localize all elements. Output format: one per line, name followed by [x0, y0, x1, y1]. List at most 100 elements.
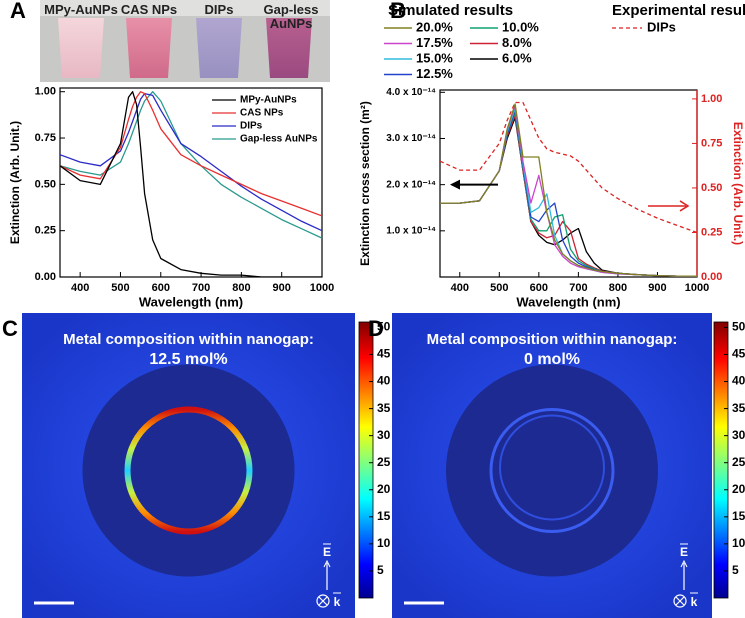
polarization-label: E — [680, 545, 688, 559]
x-tick-label: 500 — [490, 282, 508, 294]
x-tick-label: 1000 — [685, 282, 709, 294]
x-tick-label: 600 — [152, 282, 170, 294]
panel-label: D — [368, 316, 384, 341]
colorbar-tick-label: 30 — [377, 428, 391, 442]
legend-label: 17.5% — [416, 35, 453, 50]
y2-axis-title: Extinction (Arb. Unit.) — [731, 122, 745, 245]
map-subtitle: 0 mol% — [524, 351, 580, 368]
legend-label: 6.0% — [502, 50, 532, 65]
colorbar-tick-label: 5 — [732, 563, 739, 577]
x-tick-label: 400 — [71, 282, 89, 294]
series-line — [440, 105, 697, 277]
vial — [196, 18, 242, 78]
photo-label: CAS NPs — [120, 2, 178, 17]
k-symbol-cross — [675, 596, 685, 606]
y-tick-label: 0.50 — [35, 178, 56, 190]
wavevector-label: k — [334, 595, 341, 609]
colorbar — [713, 321, 729, 599]
colorbar-tick-label: 40 — [377, 374, 391, 388]
gap-field — [489, 408, 615, 533]
y-tick-label: 2.0 x 10⁻¹⁴ — [386, 179, 436, 190]
plot-frame — [439, 89, 698, 278]
x-tick-label: 700 — [569, 282, 587, 294]
legend-label: 10.0% — [502, 19, 539, 34]
colorbar-tick-label: 10 — [377, 536, 391, 550]
photo-label: Gap-less AuNPs — [263, 2, 319, 31]
x-tick-label: 800 — [609, 282, 627, 294]
series-line — [60, 92, 322, 232]
x-tick-label: 500 — [111, 282, 129, 294]
polarization-label: E — [323, 545, 331, 559]
photo-highlight — [40, 0, 330, 16]
y-tick-label: 3.0 x 10⁻¹⁴ — [386, 133, 436, 144]
y-tick-label: 1.00 — [35, 86, 56, 98]
colorbar-tick-label: 25 — [377, 455, 391, 469]
legend-title: Simulated results — [388, 2, 513, 19]
y-tick-label: 4.0 x 10⁻¹⁴ — [386, 87, 436, 98]
y2-tick-label: 0.25 — [701, 226, 722, 238]
x-tick-label: 600 — [530, 282, 548, 294]
colorbar-tick-label: 25 — [732, 455, 745, 469]
x-tick-label: 1000 — [310, 282, 334, 294]
x-tick-label: 400 — [451, 282, 469, 294]
colorbar-tick-label: 10 — [732, 536, 745, 550]
x-tick-label: 900 — [273, 282, 291, 294]
gap-field — [124, 406, 253, 535]
legend-label: 20.0% — [416, 19, 453, 34]
map-subtitle: 12.5 mol% — [149, 351, 227, 368]
nanoshell — [446, 364, 658, 577]
series-line — [440, 103, 697, 277]
legend-label: 8.0% — [502, 35, 532, 50]
colorbar-tick-label: 15 — [377, 509, 391, 523]
colorbar-tick-label: 50 — [377, 320, 391, 334]
y-tick-label: 0.00 — [35, 271, 56, 283]
y2-tick-label: 0.50 — [701, 182, 722, 194]
y-axis-title: Extinction cross section (m²) — [358, 101, 372, 266]
series-line — [60, 91, 322, 277]
colorbar-tick-label: 20 — [732, 482, 745, 496]
gap-field — [499, 414, 605, 521]
panel-label: A — [10, 0, 26, 23]
colorbar — [358, 321, 374, 599]
x-axis-title: Wavelength (nm) — [139, 294, 243, 309]
y2-tick-label: 1.00 — [701, 93, 722, 105]
e-arrow-head — [680, 559, 688, 568]
y-tick-label: 0.75 — [35, 132, 56, 144]
photo-label: MPy-AuNPs — [44, 2, 118, 17]
series-line — [60, 91, 322, 217]
colorbar-tick-label: 40 — [732, 374, 745, 388]
legend-label: DIPs — [240, 121, 263, 132]
y-tick-label: 0.25 — [35, 225, 56, 237]
axis-arrow-head — [679, 200, 690, 212]
x-tick-label: 900 — [648, 282, 666, 294]
y-axis-title: Extinction (Arb. Unit.) — [8, 121, 22, 244]
y-tick-label: 1.0 x 10⁻¹⁴ — [386, 225, 436, 236]
vial — [58, 18, 104, 78]
y2-tick-label: 0.00 — [701, 271, 722, 283]
legend-title: Experimental result — [612, 2, 745, 19]
nanoshell — [82, 364, 295, 577]
legend-label: DIPs — [647, 19, 676, 34]
colorbar-tick-label: 45 — [377, 347, 391, 361]
x-tick-label: 700 — [192, 282, 210, 294]
colorbar-tick-label: 15 — [732, 509, 745, 523]
series-line — [440, 110, 697, 277]
axis-arrow-head — [450, 179, 460, 190]
map-title: Metal composition within nanogap: — [63, 331, 314, 348]
colorbar-tick-label: 50 — [732, 320, 745, 334]
vial — [266, 18, 312, 78]
colorbar-tick-label: 30 — [732, 428, 745, 442]
wavevector-label: k — [691, 595, 698, 609]
x-axis-title: Wavelength (nm) — [516, 294, 620, 309]
panel-label: B — [390, 0, 406, 23]
panel-label: C — [2, 316, 18, 341]
legend-label: MPy-AuNPs — [240, 95, 297, 106]
k-symbol — [673, 594, 687, 608]
colorbar-tick-label: 5 — [377, 563, 384, 577]
colorbar-tick-label: 20 — [377, 482, 391, 496]
colorbar-tick-label: 35 — [377, 401, 391, 415]
series-line — [440, 101, 697, 234]
vial — [126, 18, 172, 78]
